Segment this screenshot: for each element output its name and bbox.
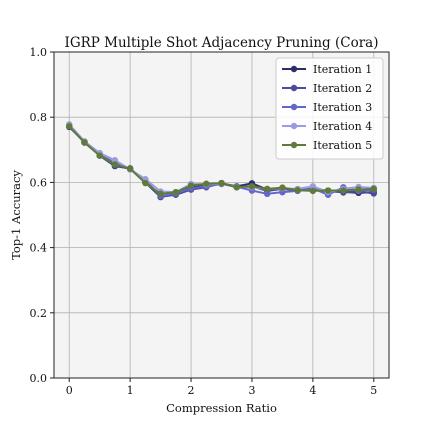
y-tick-label: 0.4 bbox=[30, 242, 48, 255]
y-tick-label: 0.8 bbox=[30, 111, 48, 124]
data-point bbox=[142, 179, 149, 187]
plot-frame bbox=[53, 51, 390, 379]
y-tick-label: 0.6 bbox=[30, 176, 48, 189]
data-point bbox=[81, 139, 88, 146]
chart-title: IGRP Multiple Shot Adjacency Pruning (Co… bbox=[65, 35, 379, 51]
data-point bbox=[370, 185, 377, 193]
x-tick-label: 1 bbox=[127, 384, 134, 397]
data-point bbox=[66, 123, 73, 130]
legend-item: Iteration 1 bbox=[282, 63, 372, 76]
legend-label: Iteration 4 bbox=[313, 120, 372, 133]
legend-label: Iteration 2 bbox=[313, 82, 372, 95]
legend-item: Iteration 4 bbox=[282, 120, 372, 133]
legend-label: Iteration 3 bbox=[313, 101, 372, 114]
data-point bbox=[187, 182, 195, 189]
y-tick-label: 0.2 bbox=[30, 307, 48, 320]
data-point bbox=[233, 184, 240, 191]
legend-item: Iteration 5 bbox=[282, 139, 372, 152]
data-point bbox=[126, 165, 134, 172]
y-tick-label: 0.0 bbox=[30, 372, 48, 385]
data-point bbox=[203, 180, 210, 187]
data-point bbox=[172, 188, 180, 196]
x-tick-label: 2 bbox=[188, 384, 195, 397]
data-point bbox=[324, 187, 332, 194]
data-point bbox=[248, 183, 256, 190]
data-point bbox=[309, 187, 317, 195]
legend-label: Iteration 1 bbox=[313, 63, 372, 76]
data-point bbox=[355, 186, 362, 193]
data-point bbox=[279, 184, 286, 191]
series-layer bbox=[66, 121, 377, 201]
x-tick-label: 0 bbox=[66, 384, 73, 397]
legend-swatch-marker bbox=[290, 122, 298, 130]
x-axis-label: Compression Ratio bbox=[166, 401, 277, 415]
legend-swatch-marker bbox=[290, 84, 298, 92]
x-tick-label: 3 bbox=[248, 384, 255, 397]
legend: Iteration 1 Iteration 2 Iteration 3 Iterati… bbox=[275, 57, 384, 160]
y-axis-ticks: 0.0 0.2 0.4 0.6 0.8 1.0 bbox=[30, 46, 54, 385]
x-tick-label: 4 bbox=[309, 384, 316, 397]
data-point bbox=[263, 190, 271, 198]
data-point bbox=[294, 187, 301, 194]
legend-swatch-marker bbox=[290, 103, 298, 111]
data-point bbox=[157, 190, 164, 198]
data-point bbox=[96, 152, 103, 159]
y-tick-label: 1.0 bbox=[30, 46, 48, 59]
x-tick-label: 5 bbox=[370, 384, 377, 397]
legend-swatch-marker bbox=[290, 65, 298, 73]
data-point bbox=[309, 183, 317, 190]
x-axis-ticks: 0 1 2 3 4 5 bbox=[66, 378, 377, 397]
legend-box bbox=[275, 57, 384, 160]
legend-swatch-marker bbox=[290, 141, 298, 149]
data-point bbox=[340, 187, 347, 194]
legend-item: Iteration 3 bbox=[282, 101, 372, 114]
series-iteration-5 bbox=[66, 123, 377, 198]
legend-label: Iteration 5 bbox=[313, 139, 372, 152]
legend-item: Iteration 2 bbox=[282, 82, 372, 95]
y-axis-label: Top-1 Accuracy bbox=[9, 170, 23, 260]
data-point bbox=[263, 185, 271, 193]
data-point bbox=[111, 161, 119, 168]
data-point bbox=[218, 180, 225, 187]
